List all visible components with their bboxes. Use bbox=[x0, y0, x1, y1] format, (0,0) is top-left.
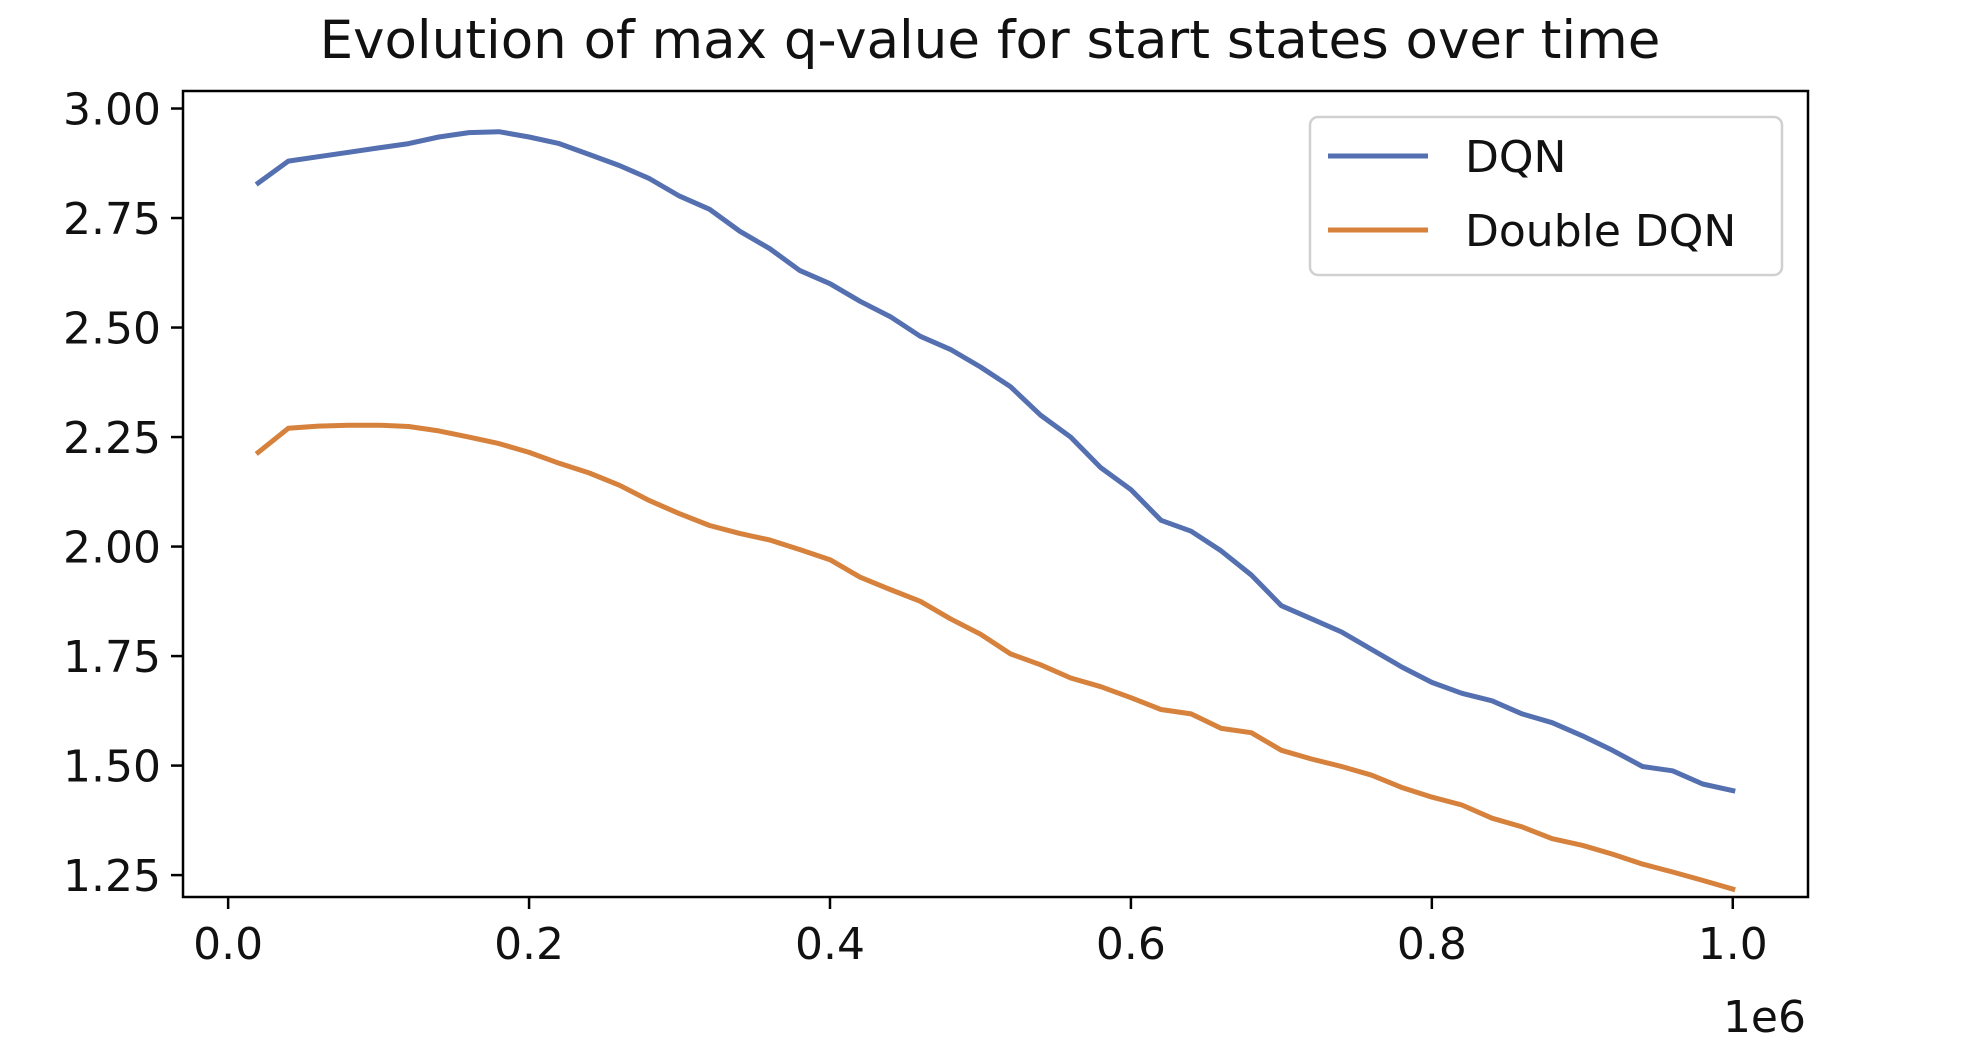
plot-area-frame bbox=[181, 89, 1810, 899]
x-tick-label: 0.0 bbox=[193, 919, 263, 970]
x-tick-label: 0.8 bbox=[1397, 919, 1467, 970]
y-tick-label: 1.50 bbox=[63, 742, 161, 793]
legend: DQN Double DQN bbox=[1308, 115, 1784, 277]
legend-label-dqn: DQN bbox=[1465, 132, 1566, 183]
series-layer bbox=[254, 129, 1736, 893]
x-tick-label: 0.4 bbox=[795, 919, 865, 970]
x-tick-label: 0.2 bbox=[494, 919, 564, 970]
x-axis: 0.0 0.2 0.4 0.6 0.8 1.0 bbox=[193, 897, 1768, 970]
y-tick-label: 2.00 bbox=[63, 523, 161, 574]
y-tick-label: 2.75 bbox=[63, 194, 161, 245]
x-tick-label: 0.6 bbox=[1096, 919, 1166, 970]
chart-title: Evolution of max q-value for start state… bbox=[320, 10, 1661, 71]
y-tick-label: 2.25 bbox=[63, 413, 161, 464]
x-tick-label: 1.0 bbox=[1698, 919, 1768, 970]
y-axis: 1.25 1.50 1.75 2.00 2.25 2.50 2.75 3.00 bbox=[63, 85, 183, 902]
y-tick-label: 3.00 bbox=[63, 85, 161, 136]
y-tick-label: 1.25 bbox=[63, 851, 161, 902]
series-line-dqn bbox=[254, 129, 1736, 794]
y-tick-label: 1.75 bbox=[63, 632, 161, 683]
y-tick-label: 2.50 bbox=[63, 304, 161, 355]
series-line-double-dqn bbox=[254, 422, 1736, 893]
legend-label-double-dqn: Double DQN bbox=[1465, 206, 1736, 257]
x-axis-offset-label: 1e6 bbox=[1723, 992, 1806, 1043]
